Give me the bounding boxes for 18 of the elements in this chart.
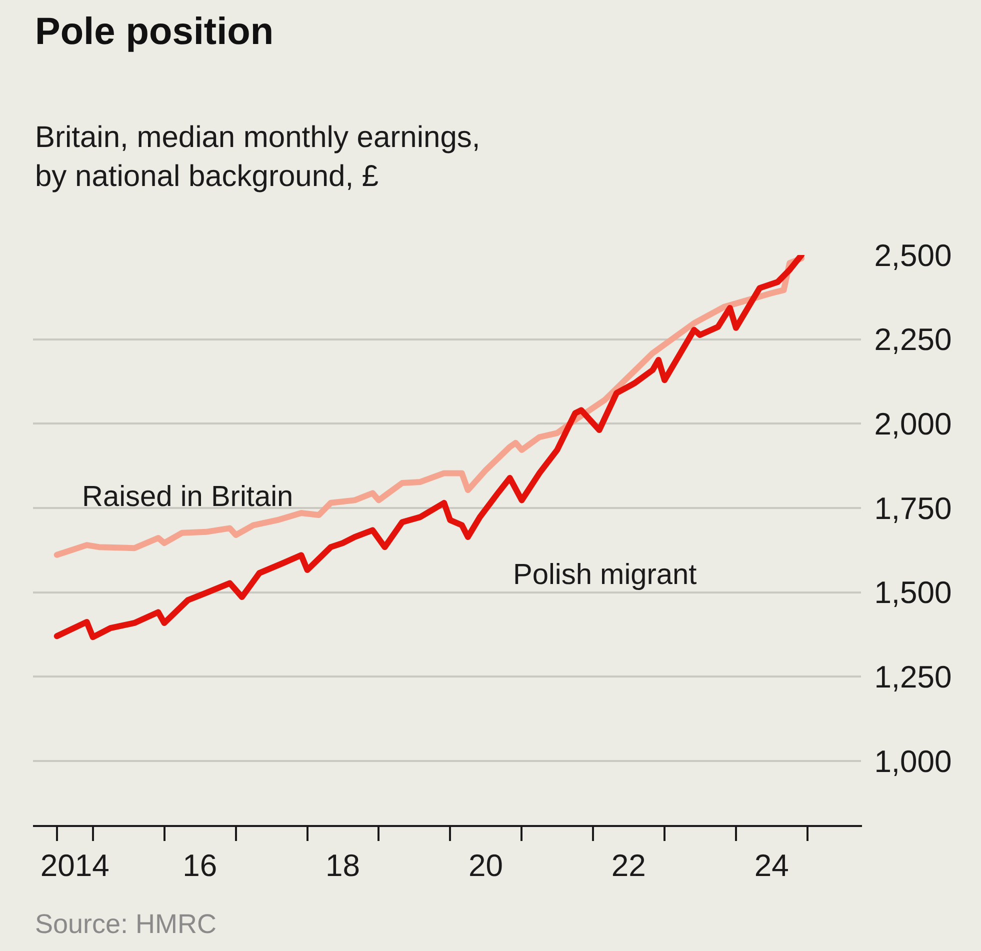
y-tick-label: 1,250 <box>874 659 952 694</box>
chart-subtitle: Britain, median monthly earnings, by national background, £ <box>35 121 480 193</box>
y-tick-label: 1,000 <box>874 744 952 779</box>
x-tick-label: 20 <box>468 848 503 884</box>
x-tick-label: 22 <box>611 848 646 884</box>
x-tick-label: 16 <box>182 848 218 884</box>
x-tick-label: 2014 <box>40 848 110 884</box>
x-tick-label: 24 <box>754 848 789 884</box>
series-label: Raised in Britain <box>82 481 294 513</box>
x-tick-label: 18 <box>325 848 360 884</box>
series-label: Polish migrant <box>513 559 697 591</box>
y-tick-label: 1,750 <box>874 490 952 526</box>
chart-title: Pole position <box>35 11 274 53</box>
source-note: Source: HMRC <box>35 909 217 939</box>
y-tick-label: 2,000 <box>874 406 952 442</box>
y-tick-label: 2,250 <box>874 322 952 358</box>
y-tick-label: 2,500 <box>874 238 952 273</box>
y-tick-label: 1,500 <box>874 575 952 610</box>
